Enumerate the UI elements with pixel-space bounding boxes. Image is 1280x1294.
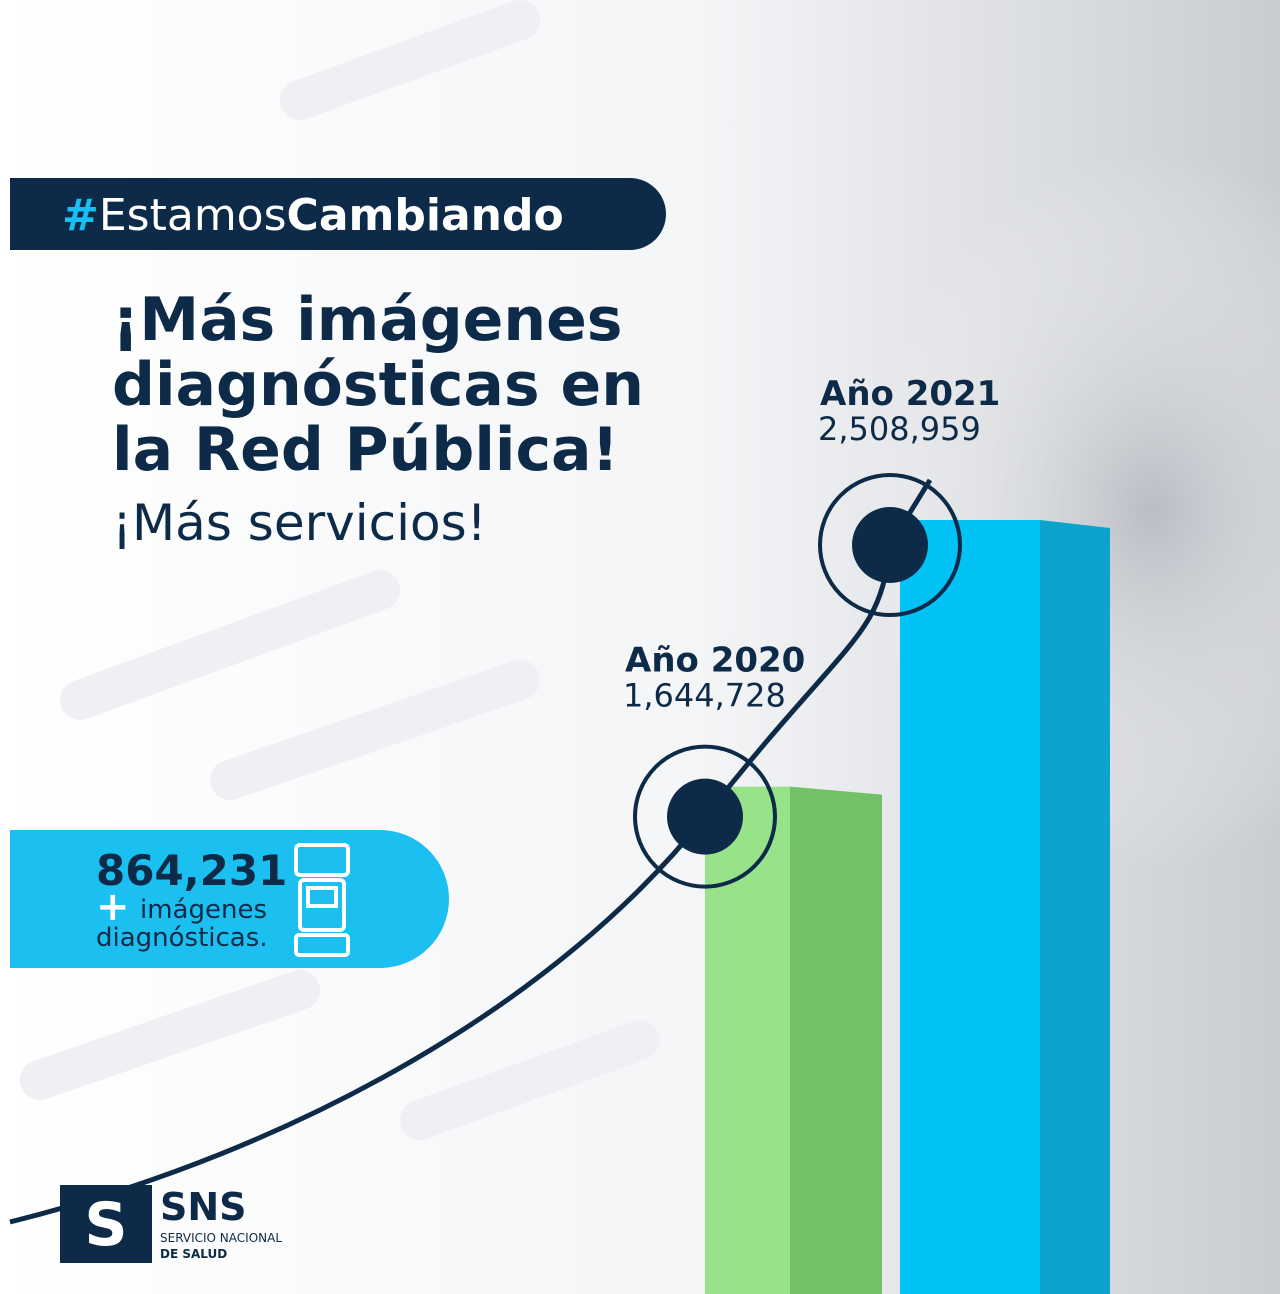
- hashtag-bold: Cambiando: [287, 190, 564, 241]
- logo-s: S: [84, 1190, 127, 1260]
- logo-name: SNS: [160, 1185, 247, 1229]
- category-label: Año 2021: [820, 374, 1000, 414]
- infographic: #EstamosCambiando ¡Más imágenes diagnóst…: [0, 0, 1280, 1294]
- category-label: Año 2020: [625, 641, 805, 681]
- bar-side: [1040, 520, 1110, 1294]
- logo-line: SERVICIO NACIONAL: [160, 1231, 282, 1245]
- hashtag: #EstamosCambiando: [62, 190, 564, 241]
- bar: [900, 520, 1040, 1294]
- bar: [705, 787, 790, 1294]
- callout-text: imágenes: [140, 895, 267, 925]
- value-label: 1,644,728: [623, 677, 786, 715]
- title-line: la Red Pública!: [112, 415, 619, 485]
- subtitle: ¡Más servicios!: [112, 494, 487, 552]
- hashtag-light: Estamos: [99, 190, 287, 241]
- callout-text: diagnósticas.: [96, 923, 268, 953]
- hash: #: [62, 190, 99, 241]
- point: [852, 507, 928, 583]
- bar-side: [790, 787, 882, 1294]
- title-line: diagnósticas en: [112, 350, 644, 420]
- logo-line: DE SALUD: [160, 1247, 227, 1261]
- point: [667, 779, 743, 855]
- title-line: ¡Más imágenes: [112, 285, 623, 355]
- value-label: 2,508,959: [818, 410, 981, 448]
